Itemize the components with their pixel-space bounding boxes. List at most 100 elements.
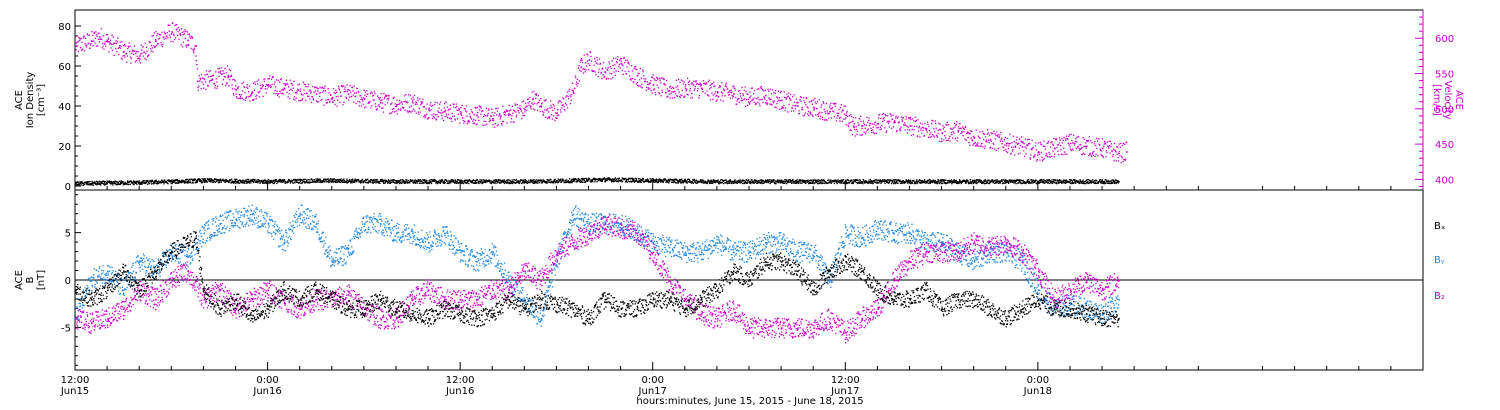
velocity-series-point (574, 75, 576, 77)
velocity-series-point (500, 115, 502, 117)
velocity-series-point (409, 94, 412, 96)
velocity-series-point (1055, 138, 1058, 140)
velocity-series-point (423, 106, 425, 108)
velocity-series-point (89, 47, 91, 49)
velocity-series-point (602, 67, 604, 69)
density-series-point (280, 181, 282, 183)
velocity-series-point (505, 110, 508, 112)
velocity-series-point (662, 78, 664, 80)
velocity-series-point (909, 117, 911, 119)
density-series-point (816, 179, 818, 181)
velocity-series-point (967, 132, 970, 134)
velocity-series-point (109, 43, 111, 45)
velocity-series-point (994, 133, 996, 135)
velocity-series-point (306, 92, 308, 95)
velocity-series-point (193, 49, 195, 51)
density-series-point (382, 179, 384, 181)
density-series-point (201, 180, 203, 182)
density-series-point (275, 180, 278, 182)
velocity-series-point (428, 117, 430, 119)
density-series-point (433, 180, 436, 182)
velocity-series-point (1073, 134, 1075, 136)
density-series-point (252, 178, 254, 181)
velocity-series-point (881, 125, 883, 127)
velocity-series-point (910, 119, 912, 121)
density-series-point (104, 181, 106, 183)
velocity-series-point (1072, 142, 1074, 144)
density-series-point (118, 183, 120, 186)
velocity-series-point (900, 130, 902, 132)
velocity-series-point (741, 99, 744, 102)
density-series-point (450, 181, 452, 184)
density-series-point (164, 180, 166, 182)
velocity-series-point (812, 115, 814, 117)
velocity-series-point (834, 105, 837, 107)
velocity-series-point (707, 94, 709, 96)
velocity-series-point (411, 110, 413, 112)
velocity-series-point (630, 79, 632, 81)
velocity-series-point (135, 59, 137, 62)
velocity-series-point (941, 140, 943, 142)
velocity-series-point (946, 124, 948, 126)
density-series-point (476, 179, 479, 181)
velocity-series-point (289, 79, 292, 81)
velocity-series-point (329, 93, 332, 96)
velocity-series-point (756, 98, 758, 100)
velocity-series-point (431, 114, 433, 116)
velocity-series-point (844, 105, 846, 107)
velocity-series-point (750, 87, 753, 89)
velocity-series-point (829, 104, 831, 106)
velocity-series-point (598, 58, 601, 60)
velocity-series-point (868, 117, 870, 119)
density-series-point (280, 179, 282, 181)
velocity-series-point (422, 106, 425, 108)
density-series-point (249, 181, 251, 183)
velocity-series-point (945, 139, 948, 142)
velocity-series-point (149, 41, 151, 43)
density-series-point (112, 180, 115, 183)
velocity-series-point (398, 103, 400, 105)
velocity-series-point (478, 105, 480, 107)
velocity-series-point (577, 67, 580, 69)
density-series-point (456, 182, 458, 184)
velocity-series-point (86, 33, 88, 35)
velocity-series-point (377, 96, 380, 99)
density-series-point (98, 182, 101, 184)
velocity-series-point (207, 85, 209, 87)
density-series-point (121, 182, 123, 184)
density-series-point (338, 178, 340, 180)
density-series-point (412, 182, 414, 184)
velocity-series-point (635, 68, 637, 70)
velocity-series-point (181, 46, 184, 48)
velocity-series-point (937, 129, 939, 131)
velocity-series-point (671, 91, 673, 93)
velocity-series-point (913, 129, 915, 131)
velocity-series-point (569, 103, 571, 105)
velocity-series-point (388, 95, 390, 97)
density-series-point (170, 180, 172, 182)
velocity-series-point (257, 79, 260, 81)
velocity-series-point (970, 130, 972, 132)
density-series-point (282, 179, 284, 181)
velocity-series-point (476, 123, 478, 125)
velocity-series-point (736, 103, 738, 105)
velocity-series-point (414, 103, 416, 105)
velocity-series-point (157, 32, 159, 35)
density-series-point (192, 179, 194, 182)
density-series-point (122, 181, 124, 184)
velocity-series-point (977, 142, 979, 144)
velocity-series-point (499, 118, 501, 120)
velocity-series-point (898, 121, 900, 123)
velocity-series-point (804, 112, 806, 114)
density-series-point (336, 178, 338, 181)
velocity-series-point (922, 126, 924, 128)
velocity-series-point (520, 110, 522, 112)
velocity-series-point (275, 93, 277, 95)
density-series-point (133, 180, 135, 183)
density-series-point (256, 181, 258, 183)
velocity-series-point (935, 134, 938, 136)
density-series-point (128, 181, 130, 183)
velocity-series-point (901, 119, 903, 121)
density-series-point (334, 181, 336, 183)
velocity-series-point (986, 133, 988, 135)
